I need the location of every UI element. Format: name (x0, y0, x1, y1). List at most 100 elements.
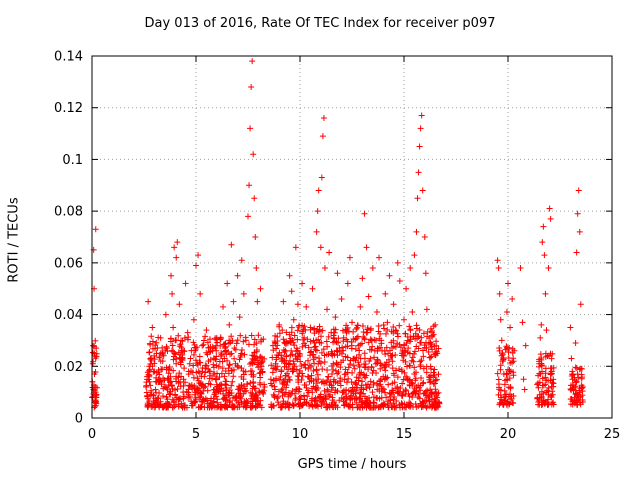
data-point (292, 244, 299, 251)
data-point (283, 384, 290, 391)
data-point (365, 339, 372, 346)
data-point (320, 378, 327, 385)
data-point (296, 403, 303, 410)
data-point (252, 391, 259, 398)
data-point (238, 257, 245, 264)
data-point (229, 378, 236, 385)
data-point (311, 340, 318, 347)
data-point (547, 377, 554, 384)
data-point (345, 364, 352, 371)
data-point (152, 386, 159, 393)
data-point (390, 370, 397, 377)
data-point (298, 376, 305, 383)
data-point (196, 353, 203, 360)
data-point (251, 195, 258, 202)
data-point (295, 324, 302, 331)
data-point (392, 327, 399, 334)
data-point (249, 355, 256, 362)
data-point (175, 332, 182, 339)
data-point (332, 379, 339, 386)
data-point (217, 352, 224, 359)
data-point (319, 366, 326, 373)
data-point (306, 362, 313, 369)
data-point (373, 308, 380, 315)
x-axis-ticks: 0 5 10 15 20 25 (88, 56, 620, 442)
data-point (427, 386, 434, 393)
data-point (93, 345, 100, 352)
data-point (226, 362, 233, 369)
data-point (254, 298, 261, 305)
data-point (200, 341, 207, 348)
data-point (222, 345, 229, 352)
data-point (367, 378, 374, 385)
data-point (571, 394, 578, 401)
data-point (241, 351, 248, 358)
data-point (521, 386, 528, 393)
data-point (251, 336, 258, 343)
data-point (151, 368, 158, 375)
data-point (431, 380, 438, 387)
data-point (144, 400, 151, 407)
data-point (227, 397, 234, 404)
data-point (210, 399, 217, 406)
data-point (426, 376, 433, 383)
data-point (318, 340, 325, 346)
data-point (172, 337, 179, 344)
data-point (326, 393, 333, 400)
data-point (155, 376, 162, 383)
data-point (275, 394, 282, 401)
data-point (225, 348, 232, 355)
data-point (354, 404, 361, 411)
data-point (371, 354, 378, 361)
data-point (362, 400, 369, 407)
data-point (345, 375, 352, 382)
data-point (308, 348, 315, 355)
data-point (187, 355, 194, 362)
data-point (544, 352, 551, 359)
data-point (146, 363, 153, 370)
data-point (307, 401, 314, 408)
data-point (284, 401, 291, 408)
data-point (382, 351, 389, 358)
data-point (91, 353, 98, 360)
data-point (339, 344, 346, 351)
data-point (277, 404, 284, 411)
data-point (307, 324, 314, 331)
data-point (169, 342, 176, 349)
data-point (429, 346, 436, 353)
data-point (538, 395, 545, 402)
data-point (290, 402, 297, 409)
data-point (316, 323, 323, 330)
data-point (386, 272, 393, 279)
data-point (179, 338, 186, 345)
data-point (286, 272, 293, 279)
data-point (285, 360, 292, 367)
data-point (419, 347, 426, 354)
data-point (578, 384, 585, 391)
data-point (240, 403, 247, 410)
data-point (217, 401, 224, 408)
data-point (313, 228, 320, 235)
data-point (317, 397, 324, 404)
data-point (298, 363, 305, 370)
data-point (309, 395, 316, 402)
data-point (389, 358, 396, 365)
data-point (539, 239, 546, 246)
data-point (506, 344, 513, 351)
data-point (503, 401, 510, 408)
data-point (359, 404, 366, 411)
data-point (433, 376, 440, 383)
data-point (431, 366, 438, 373)
data-point (318, 174, 325, 181)
data-point (330, 335, 337, 342)
data-point (496, 386, 503, 393)
data-point (92, 337, 99, 344)
data-point (325, 373, 332, 380)
data-point (383, 344, 390, 351)
data-point (428, 404, 435, 411)
data-point (250, 356, 257, 363)
data-point (540, 223, 547, 230)
data-point (548, 355, 555, 362)
data-point (385, 398, 392, 405)
data-point (498, 337, 505, 344)
